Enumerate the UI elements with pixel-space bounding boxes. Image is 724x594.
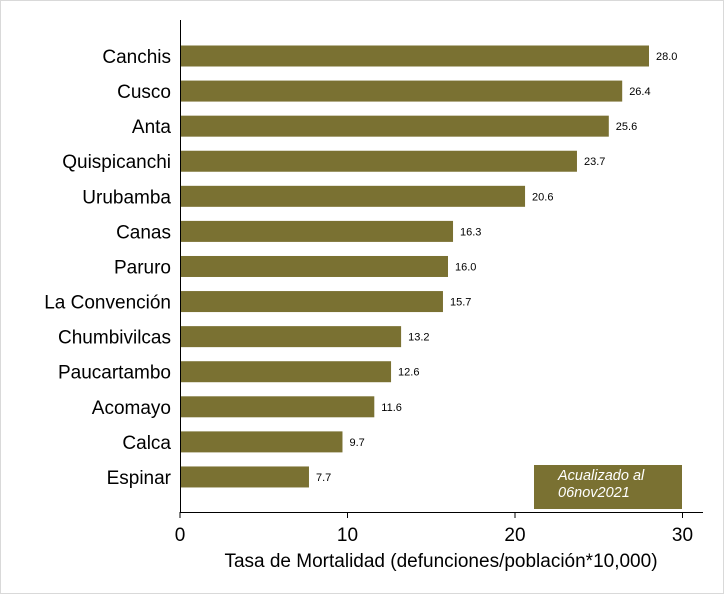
category-label: Anta bbox=[132, 117, 172, 138]
bar-quispicanchi bbox=[180, 150, 577, 172]
x-tick-label: 0 bbox=[175, 525, 186, 546]
bar-urubamba bbox=[180, 185, 526, 207]
value-label: 7.7 bbox=[316, 472, 331, 484]
bar-canas bbox=[180, 220, 454, 242]
value-label: 9.7 bbox=[349, 437, 364, 449]
x-tick-label: 20 bbox=[504, 525, 525, 546]
value-label: 15.7 bbox=[450, 297, 471, 309]
value-labels: 28.0 26.4 25.6 23.7 20.6 16.3 16.0 15.7 13.2 12.6… bbox=[316, 51, 677, 484]
x-tick-label: 30 bbox=[672, 525, 693, 546]
x-tick-label: 10 bbox=[337, 525, 358, 546]
value-label: 26.4 bbox=[629, 86, 650, 98]
value-label: 12.6 bbox=[398, 367, 419, 379]
category-label: Espinar bbox=[107, 468, 172, 489]
update-note-line1: Acualizado al bbox=[558, 468, 645, 484]
bar-acomayo bbox=[180, 396, 375, 418]
category-label: Paruro bbox=[114, 257, 171, 278]
value-label: 28.0 bbox=[656, 51, 677, 63]
category-label: Chumbivilcas bbox=[58, 328, 171, 349]
category-label: Urubamba bbox=[82, 187, 171, 208]
category-label: Acomayo bbox=[92, 398, 171, 419]
category-label: Cusco bbox=[117, 82, 171, 103]
bar-espinar bbox=[180, 466, 309, 488]
value-label: 13.2 bbox=[408, 332, 429, 344]
bar-cusco bbox=[180, 80, 623, 102]
value-label: 16.3 bbox=[460, 226, 481, 238]
category-label: Canas bbox=[116, 222, 171, 243]
bar-paruro bbox=[180, 255, 448, 277]
bar-anta bbox=[180, 115, 609, 137]
update-note: Acualizado al 06nov2021 bbox=[534, 465, 682, 509]
bar-canchis bbox=[180, 45, 649, 67]
value-label: 20.6 bbox=[532, 191, 553, 203]
value-label: 16.0 bbox=[455, 261, 476, 273]
update-note-line2: 06nov2021 bbox=[558, 485, 630, 501]
bar-la-convenci-n bbox=[180, 291, 443, 313]
value-label: 23.7 bbox=[584, 156, 605, 168]
value-label: 11.6 bbox=[381, 402, 402, 414]
value-label: 25.6 bbox=[616, 121, 637, 133]
category-label: La Convención bbox=[44, 293, 171, 314]
update-note-box bbox=[534, 465, 682, 509]
x-axis-title: Tasa de Mortalidad (defunciones/població… bbox=[224, 551, 657, 572]
category-labels: Canchis Cusco Anta Quispicanchi Urubamba Cana… bbox=[44, 47, 171, 489]
bar-calca bbox=[180, 431, 343, 453]
category-label: Paucartambo bbox=[58, 363, 171, 384]
category-label: Calca bbox=[122, 433, 171, 454]
x-axis-ticks: 0 10 20 30 bbox=[175, 512, 693, 546]
category-label: Quispicanchi bbox=[62, 152, 171, 173]
bars-group bbox=[180, 45, 649, 488]
bar-paucartambo bbox=[180, 361, 392, 383]
category-label: Canchis bbox=[102, 47, 171, 68]
bar-chumbivilcas bbox=[180, 326, 402, 348]
